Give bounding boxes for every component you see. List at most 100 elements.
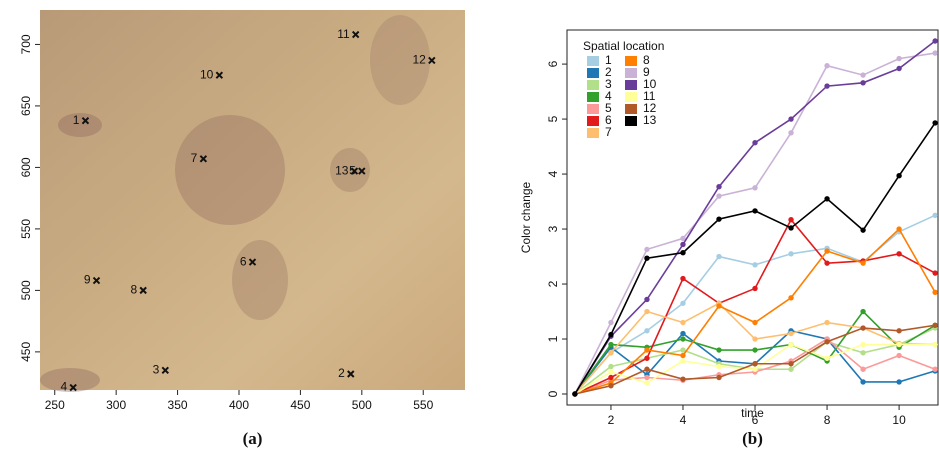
series-point	[860, 379, 866, 385]
x-tick-label: 250	[45, 398, 65, 412]
series-point	[860, 350, 866, 356]
point-label: 6	[240, 254, 247, 268]
series-point	[824, 355, 830, 361]
point-marker	[139, 286, 147, 295]
series-point	[824, 83, 830, 89]
series-point	[860, 260, 866, 266]
point-marker	[92, 276, 101, 285]
legend-swatch	[625, 104, 637, 114]
legend-label: 7	[605, 125, 612, 139]
panel-label: (a)	[243, 429, 263, 448]
series-point	[788, 366, 794, 372]
legend-swatch	[587, 56, 599, 66]
series-point	[752, 262, 758, 268]
series-point	[608, 383, 614, 389]
series-point	[932, 212, 938, 219]
legend-swatch	[587, 116, 599, 126]
point-label: 3	[153, 362, 160, 376]
series-point	[752, 285, 758, 292]
x-tick-label: 350	[168, 398, 188, 412]
x-tick-label: 8	[824, 413, 831, 427]
series-point	[680, 300, 686, 306]
legend-swatch	[587, 80, 599, 90]
series-point	[788, 361, 794, 367]
series-point	[716, 184, 722, 190]
y-tick-label: 650	[19, 96, 33, 116]
y-tick-label: 500	[19, 280, 33, 300]
series-point	[644, 328, 650, 334]
x-tick-label: 4	[680, 413, 687, 427]
series-point	[788, 251, 794, 257]
legend-label: 12	[643, 101, 657, 115]
series-point	[788, 130, 794, 136]
rock-image	[40, 10, 465, 392]
series-point	[644, 308, 650, 315]
series-point	[752, 336, 758, 342]
series-point	[824, 248, 830, 254]
legend-swatch	[587, 128, 599, 138]
series-point	[932, 120, 938, 126]
series-point	[716, 347, 722, 353]
x-tick-label: 6	[752, 413, 759, 427]
series-point	[752, 361, 758, 367]
series-point	[644, 296, 650, 303]
point-marker	[199, 155, 208, 163]
series-point	[752, 140, 758, 146]
legend-swatch	[625, 80, 637, 90]
series-point	[716, 193, 722, 199]
series-line	[574, 122, 936, 395]
series-point	[860, 325, 866, 331]
point-marker	[350, 167, 359, 175]
series-point	[608, 350, 614, 356]
series-point	[824, 339, 830, 345]
point-marker	[248, 258, 257, 266]
series-point	[572, 391, 578, 397]
legend-swatch	[587, 104, 599, 114]
legend-label: 9	[643, 65, 650, 79]
series-point	[788, 216, 794, 223]
series-point	[860, 227, 866, 233]
legend-label: 5	[605, 101, 612, 115]
series-point	[896, 65, 902, 72]
series-point	[644, 246, 650, 253]
legend-swatch	[625, 92, 637, 102]
y-tick-label: 5	[546, 115, 560, 122]
point-marker	[81, 116, 90, 125]
x-tick-label: 550	[413, 398, 433, 412]
series-point	[788, 225, 794, 231]
point-label: 1	[73, 113, 80, 127]
point-label: 11	[337, 27, 350, 41]
point-label: 13	[335, 163, 349, 177]
x-tick-label: 10	[892, 413, 906, 427]
y-tick-label: 3	[546, 225, 560, 232]
point-label: 2	[338, 366, 345, 380]
series-point	[644, 366, 650, 372]
series-point	[644, 347, 650, 353]
point-label: 12	[412, 53, 426, 67]
series-point	[860, 366, 866, 372]
legend-label: 13	[643, 113, 657, 127]
series-point	[608, 363, 614, 370]
series-point	[680, 249, 686, 256]
x-tick-label: 500	[352, 398, 372, 412]
legend-swatch	[625, 56, 637, 66]
series-point	[860, 308, 866, 315]
point-marker	[428, 56, 436, 65]
series-point	[680, 347, 686, 353]
series-point	[932, 289, 938, 295]
series-point	[680, 319, 686, 326]
x-tick-label: 2	[608, 413, 615, 427]
x-tick-label: 450	[290, 398, 310, 412]
point-marker	[358, 167, 366, 175]
point-label: 10	[200, 67, 214, 81]
series-point	[788, 116, 794, 122]
series-point	[932, 341, 938, 348]
y-tick-label: 6	[546, 60, 560, 67]
series-point	[896, 173, 902, 179]
series-point	[752, 208, 758, 214]
x-tick-label: 300	[106, 398, 126, 412]
legend-swatch	[587, 92, 599, 102]
series-point	[932, 270, 938, 276]
point-label: 9	[84, 273, 91, 287]
